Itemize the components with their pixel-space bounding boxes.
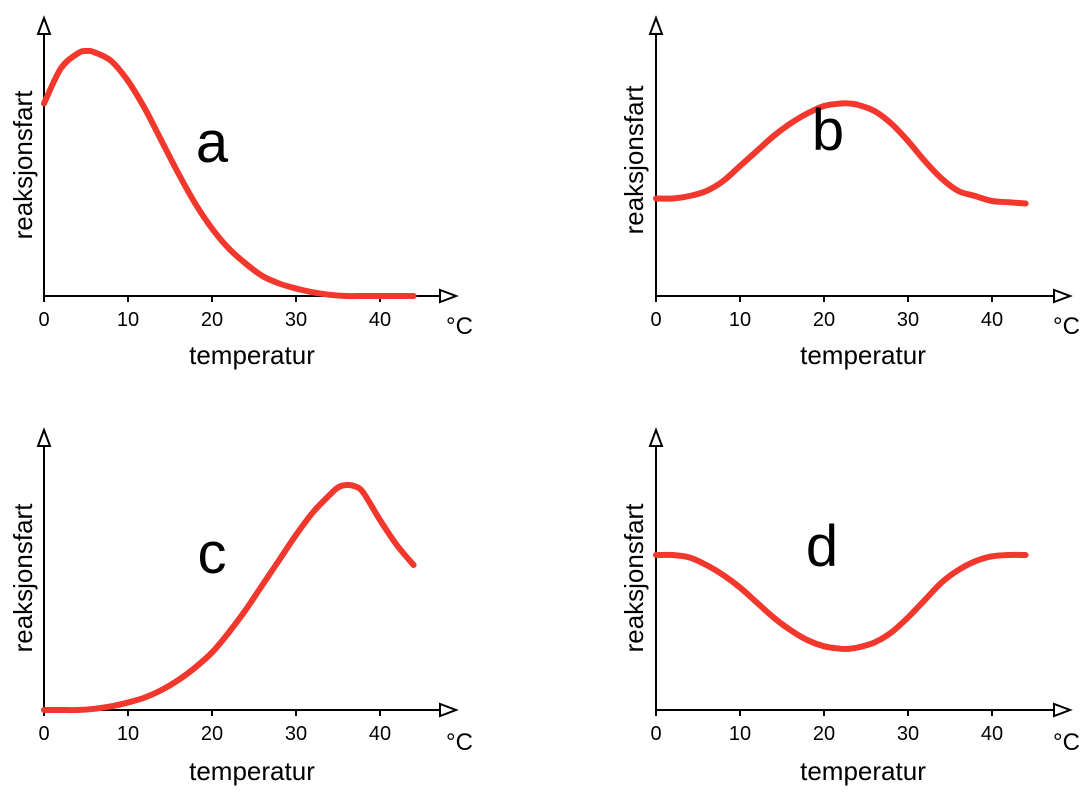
x-axis-title: temperatur (189, 340, 315, 370)
x-tick-label: 10 (117, 309, 139, 331)
panel-letter: a (196, 110, 229, 175)
data-series-line (41, 481, 417, 714)
y-axis-arrow-icon (648, 427, 664, 447)
x-tick-label: 0 (650, 309, 661, 331)
x-tick-label: 10 (729, 723, 751, 745)
y-axis-arrow-icon (36, 427, 52, 447)
x-tick-label: 30 (285, 723, 307, 745)
x-unit-label: °C (1053, 313, 1080, 340)
panel-letter: d (806, 514, 838, 579)
x-tick-label: 40 (369, 309, 391, 331)
y-axis-title: reaksjonsfart (619, 85, 649, 235)
x-tick-label: 40 (369, 723, 391, 745)
y-axis-title: reaksjonsfart (8, 503, 38, 653)
x-tick-label: 20 (201, 309, 223, 331)
x-tick-label: 30 (897, 309, 919, 331)
x-tick-label: 40 (981, 723, 1003, 745)
x-unit-label: °C (446, 729, 473, 756)
y-axis-arrow-icon (648, 15, 664, 35)
x-unit-label: °C (446, 313, 473, 340)
x-tick-label: 10 (729, 309, 751, 331)
x-tick-label: 40 (981, 309, 1003, 331)
data-series-line (41, 47, 417, 300)
x-tick-label: 30 (285, 309, 307, 331)
chart-panel-a: 0 10 20 30 40 °C temperatur reaksjonsfart a (8, 15, 473, 370)
chart-panel-b: 0 10 20 30 40 °C temperatur reaksjonsfart b (619, 15, 1080, 370)
x-tick-label: 10 (117, 723, 139, 745)
data-series-line (653, 100, 1029, 207)
x-tick-label: 20 (813, 723, 835, 745)
panel-letter: b (812, 98, 844, 163)
x-axis-title: temperatur (189, 756, 315, 786)
x-tick-label: 20 (201, 723, 223, 745)
chart-panel-c: 0 10 20 30 40 °C temperatur reaksjonsfart c (8, 427, 473, 786)
y-axis-arrow-icon (36, 15, 52, 35)
x-axis-arrow-icon (439, 702, 459, 718)
data-series-line (653, 551, 1029, 653)
y-axis-title: reaksjonsfart (619, 503, 649, 653)
x-axis-title: temperatur (800, 756, 926, 786)
panel-letter: c (198, 521, 227, 586)
x-tick-label: 0 (38, 723, 49, 745)
x-tick-label: 0 (38, 309, 49, 331)
x-axis-arrow-icon (439, 288, 459, 304)
y-axis-title: reaksjonsfart (8, 90, 38, 240)
x-tick-label: 0 (650, 723, 661, 745)
x-tick-label: 30 (897, 723, 919, 745)
x-axis-arrow-icon (1053, 288, 1073, 304)
x-unit-label: °C (1053, 729, 1080, 756)
x-tick-label: 20 (813, 309, 835, 331)
x-axis-title: temperatur (800, 340, 926, 370)
x-axis-arrow-icon (1053, 702, 1073, 718)
chart-panel-d: 0 10 20 30 40 °C temperatur reaksjonsfart d (619, 427, 1080, 786)
